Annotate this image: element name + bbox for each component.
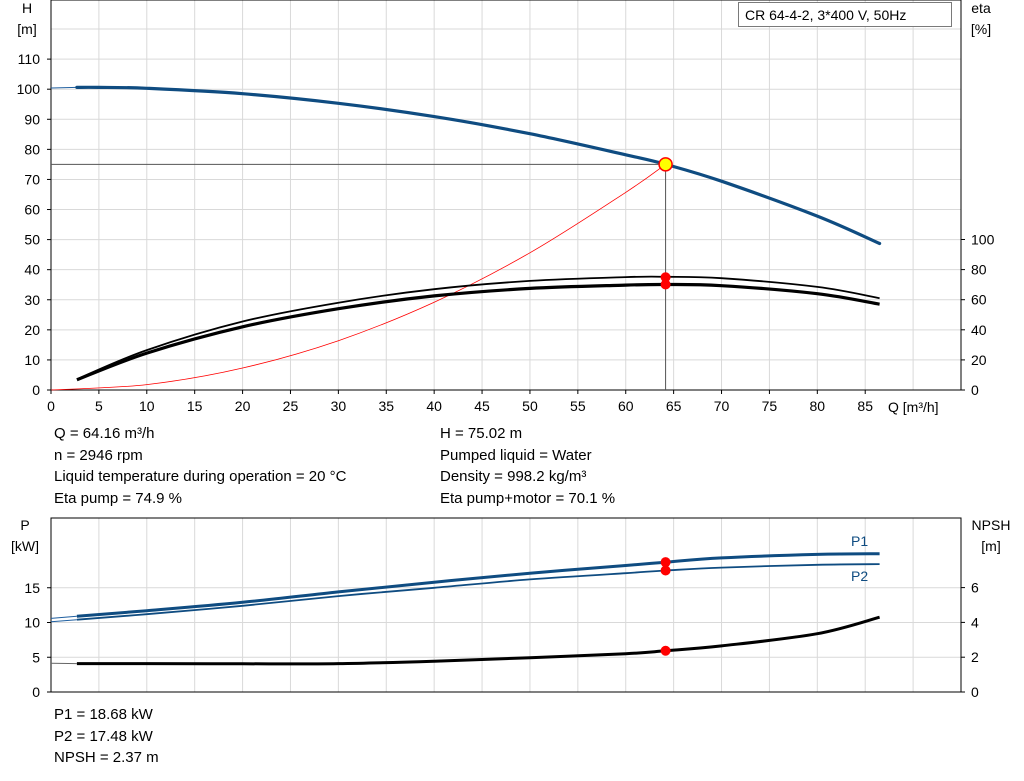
x-tick-label: 70 xyxy=(714,398,730,414)
h-tick-label: 10 xyxy=(24,352,40,368)
system-curve xyxy=(50,163,666,391)
npsh-tick-label: 2 xyxy=(971,649,979,665)
bottom-chart-series xyxy=(50,552,880,666)
pump-model-label: CR 64-4-2, 3*400 V, 50Hz xyxy=(738,2,952,27)
x-tick-label: 65 xyxy=(666,398,682,414)
p2-curve-lead xyxy=(50,619,77,623)
npsh-tick-label: 0 xyxy=(971,684,979,700)
x-tick-label: 75 xyxy=(762,398,778,414)
h-tick-label: 0 xyxy=(32,382,40,398)
npsh-curve xyxy=(76,615,880,666)
x-tick-label: 40 xyxy=(426,398,442,414)
op-p1-dot xyxy=(660,557,671,568)
head-readout: H = 75.02 m xyxy=(440,425,523,442)
eta-tick-label: 100 xyxy=(971,232,995,248)
eta-pump-motor-readout: Eta pump+motor = 70.1 % xyxy=(440,489,616,507)
x-tick-label: 50 xyxy=(522,398,538,414)
eta-pump-motor-curve xyxy=(76,282,880,382)
power-info: P1 = 18.68 kW P2 = 17.48 kW NPSH = 2.37 … xyxy=(54,704,159,769)
p-axis-title: P xyxy=(20,517,29,533)
p-tick-label: 5 xyxy=(32,649,40,665)
head-curve-lead xyxy=(50,86,77,89)
h-tick-label: 30 xyxy=(24,292,40,308)
h-axis-unit: [m] xyxy=(17,21,36,37)
h-tick-label: 80 xyxy=(24,141,40,157)
h-tick-label: 100 xyxy=(17,81,41,97)
eta-axis-title: eta xyxy=(971,0,991,16)
q-axis-title: Q [m³/h] xyxy=(888,399,939,415)
npsh-tick-label: 6 xyxy=(971,580,979,596)
eta-tick-label: 60 xyxy=(971,292,987,308)
eta-pump-curve xyxy=(76,275,880,381)
npsh-axis-title: NPSH xyxy=(972,517,1011,533)
x-tick-label: 5 xyxy=(95,398,103,414)
x-tick-label: 15 xyxy=(187,398,203,414)
head-curve xyxy=(75,85,882,246)
operating-info-left: Q = 64.16 m³/h n = 2946 rpm Liquid tempe… xyxy=(54,423,346,509)
x-tick-label: 10 xyxy=(139,398,155,414)
bottom-plot-frame xyxy=(50,517,962,693)
h-tick-label: 50 xyxy=(24,232,40,248)
h-tick-label: 70 xyxy=(24,171,40,187)
x-tick-label: 45 xyxy=(474,398,490,414)
flow-readout: Q = 64.16 m³/h xyxy=(54,425,155,442)
op-eta-pump-motor-dot xyxy=(660,279,671,290)
eta-tick-label: 80 xyxy=(971,262,987,278)
operating-info-right: H = 75.02 m Pumped liquid = Water Densit… xyxy=(440,423,615,509)
p1-readout: P1 = 18.68 kW xyxy=(54,706,153,723)
npsh-readout: NPSH = 2.37 m xyxy=(54,749,159,766)
top-chart-series xyxy=(50,85,882,391)
op-npsh-dot xyxy=(660,645,671,656)
x-tick-label: 85 xyxy=(857,398,873,414)
npsh-axis-unit: [m] xyxy=(981,538,1000,554)
p2-curve xyxy=(76,563,880,621)
x-tick-label: 60 xyxy=(618,398,634,414)
p2-readout: P2 = 17.48 kW xyxy=(54,727,153,745)
h-tick-label: 110 xyxy=(18,51,41,67)
p-tick-label: 10 xyxy=(24,615,40,631)
p1-curve xyxy=(76,552,880,618)
density-readout: Density = 998.2 kg/m³ xyxy=(440,468,587,485)
top-chart-grid xyxy=(50,0,962,391)
eta-axis-unit: [%] xyxy=(971,21,991,37)
x-tick-label: 80 xyxy=(810,398,826,414)
h-axis-title: H xyxy=(22,0,32,16)
op-eta-pump-dot xyxy=(660,272,671,283)
eta-tick-label: 20 xyxy=(971,352,987,368)
p1-curve-lead xyxy=(50,615,77,619)
top-plot-frame xyxy=(50,0,962,391)
operating-point-marker xyxy=(658,157,673,172)
x-tick-label: 30 xyxy=(331,398,347,414)
x-tick-label: 55 xyxy=(570,398,586,414)
p2-series-label: P2 xyxy=(851,568,868,584)
bottom-chart-grid xyxy=(50,517,962,693)
h-tick-label: 90 xyxy=(24,111,40,127)
x-tick-label: 35 xyxy=(378,398,394,414)
x-tick-label: 20 xyxy=(235,398,251,414)
eta-tick-label: 0 xyxy=(971,382,979,398)
h-tick-label: 20 xyxy=(24,322,40,338)
eta-tick-label: 40 xyxy=(971,322,987,338)
h-tick-label: 40 xyxy=(24,262,40,278)
p-axis-unit: [kW] xyxy=(11,538,39,554)
npsh-tick-label: 4 xyxy=(971,614,979,630)
h-tick-label: 60 xyxy=(24,202,40,218)
x-tick-label: 25 xyxy=(283,398,299,414)
op-p2-dot xyxy=(660,565,671,576)
p-tick-label: 15 xyxy=(24,580,40,596)
liquid-temperature-readout: Liquid temperature during operation = 20… xyxy=(54,468,347,485)
p-tick-label: 0 xyxy=(32,684,40,700)
x-tick-label: 0 xyxy=(47,398,55,414)
tick-labels: 0 5 10 15 20 25 30 35 40 45 50 55 60 65 70 75 80 85010203… xyxy=(17,51,995,700)
p1-series-label: P1 xyxy=(851,533,868,549)
speed-readout: n = 2946 rpm xyxy=(54,446,143,464)
operating-point-markers xyxy=(51,157,673,656)
pumped-liquid-readout: Pumped liquid = Water xyxy=(440,446,592,464)
eta-pump-readout: Eta pump = 74.9 % xyxy=(54,489,182,507)
